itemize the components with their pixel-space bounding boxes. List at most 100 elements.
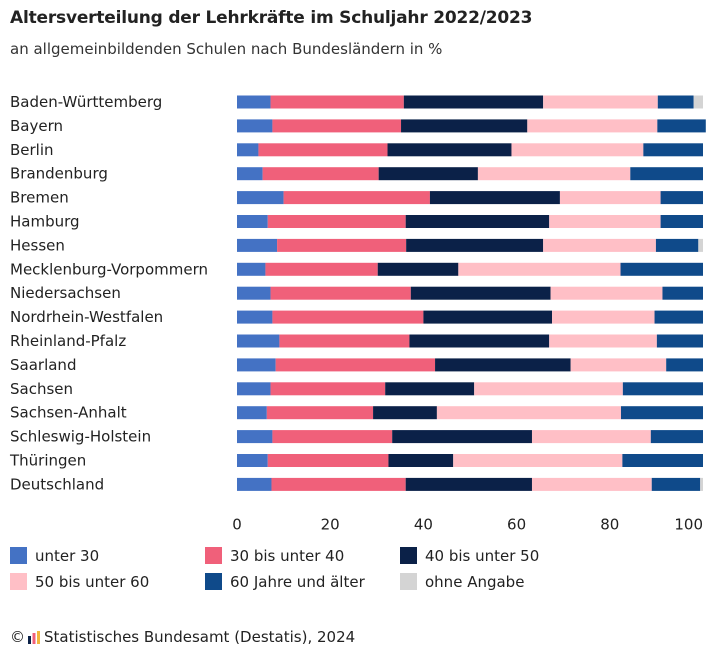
category-label: Baden-Württemberg [10, 93, 162, 111]
bar-segment [630, 167, 703, 181]
category-label: Bremen [10, 189, 69, 207]
category-label: Mecklenburg-Vorpommern [10, 260, 208, 278]
bar-segment [373, 406, 437, 420]
bar-segment [237, 406, 267, 420]
category-label: Berlin [10, 141, 54, 159]
bar-segment [531, 430, 651, 444]
bar-segment [531, 477, 652, 491]
bar-segment [436, 406, 621, 420]
bar-segment [266, 406, 374, 420]
stacked-bar-chart: Baden-Württemberg Bayern Berlin Brandenburg… [9, 93, 706, 533]
bar-segment [550, 286, 663, 300]
category-label: Hessen [10, 236, 65, 254]
x-tick-label: 100 [674, 515, 703, 533]
bar-segment [388, 454, 454, 467]
bar-segment [409, 334, 550, 348]
bar-segments [237, 95, 706, 491]
bar-segment [570, 358, 667, 372]
bar-segment [435, 358, 571, 372]
bar-segment [403, 95, 544, 109]
bar-segment [662, 286, 703, 300]
bar-segment [620, 262, 703, 276]
category-label: Bayern [10, 117, 63, 135]
bar-segment [378, 167, 478, 181]
bar-segment [549, 215, 661, 228]
bar-segment [405, 215, 550, 228]
x-tick-label: 60 [507, 515, 526, 533]
legend-item-40-bis-50: 40 bis unter 50 [400, 547, 539, 565]
bar-segment [237, 95, 271, 109]
bar-segment [275, 358, 436, 372]
chart-title: Altersverteilung der Lehrkräfte im Schul… [10, 8, 533, 28]
bar-segment [401, 119, 528, 133]
chart-subtitle: an allgemeinbildenden Schulen nach Bunde… [10, 40, 443, 58]
bar-segment [654, 310, 703, 324]
bar-segment [271, 477, 406, 491]
category-label: Nordrhein-Westfalen [10, 308, 163, 326]
bar-segment [265, 262, 378, 276]
legend-swatch-50-bis-60 [10, 573, 27, 590]
legend-item-50-bis-60: 50 bis unter 60 [10, 573, 149, 591]
source-line: © Statistisches Bundesamt (Destatis), 20… [10, 628, 355, 646]
bar-segment [262, 167, 379, 181]
bar-segment [387, 143, 512, 157]
bar-segment [283, 191, 430, 205]
category-label: Sachsen-Anhalt [10, 404, 127, 422]
x-tick-label: 40 [414, 515, 433, 533]
bar-segment [237, 119, 273, 133]
bar-segment [527, 119, 658, 133]
bar-segment [698, 238, 703, 252]
legend-item-30-bis-40: 30 bis unter 40 [205, 547, 344, 565]
legend-label-unter-30: unter 30 [35, 547, 100, 565]
bar-segment [237, 286, 271, 300]
bar-segment [458, 262, 621, 276]
bar-segment [453, 454, 623, 467]
category-label: Rheinland-Pfalz [10, 332, 126, 350]
bar-segment [543, 238, 656, 252]
legend-label-ohne-angabe: ohne Angabe [425, 573, 525, 591]
bar-segment [559, 191, 661, 205]
legend-item-ohne-angabe: ohne Angabe [400, 573, 524, 591]
bar-segment [237, 143, 259, 157]
bar-segment [660, 191, 703, 205]
bar-segment [237, 167, 263, 181]
bar-segment [279, 334, 410, 348]
legend-label-40-bis-50: 40 bis unter 50 [425, 547, 540, 565]
legend-item-unter-30: unter 30 [10, 547, 99, 565]
category-label: Schleswig-Holstein [10, 428, 151, 446]
bar-segment [237, 262, 266, 276]
bar-segment [622, 382, 703, 396]
bar-segment [267, 215, 406, 228]
legend-swatch-40-bis-50 [400, 547, 417, 564]
bar-segment [237, 430, 273, 444]
category-labels: Baden-Württemberg Bayern Berlin Brandenburg… [9, 93, 208, 493]
legend-label-50-bis-60: 50 bis unter 60 [35, 573, 150, 591]
bar-segment [392, 430, 532, 444]
category-label: Brandenburg [10, 165, 108, 183]
bar-segment [543, 95, 658, 109]
x-axis-ticks: 0 20 40 60 80 100 [232, 515, 703, 533]
x-tick-label: 20 [321, 515, 340, 533]
bar-segment [377, 262, 459, 276]
bar-segment [270, 286, 411, 300]
bar-segment [693, 95, 703, 109]
source-text: Statistisches Bundesamt (Destatis), 2024 [44, 628, 356, 646]
bar-segment [622, 454, 703, 467]
bar-segment [477, 167, 631, 181]
bar-segment [237, 477, 272, 491]
bar-segment [549, 334, 657, 348]
bar-segment [385, 382, 475, 396]
bar-segment [655, 238, 699, 252]
legend-swatch-60-plus [205, 573, 222, 590]
legend-swatch-unter-30 [10, 547, 27, 564]
bar-segment [237, 310, 273, 324]
bar-segment [277, 238, 407, 252]
bar-segment [660, 215, 703, 228]
bar-segment [258, 143, 388, 157]
category-label: Thüringen [9, 452, 86, 470]
bar-segment [272, 119, 402, 133]
category-label: Saarland [10, 356, 76, 374]
legend-swatch-30-bis-40 [205, 547, 222, 564]
bar-segment [237, 191, 284, 205]
legend-swatch-ohne-angabe [400, 573, 417, 590]
